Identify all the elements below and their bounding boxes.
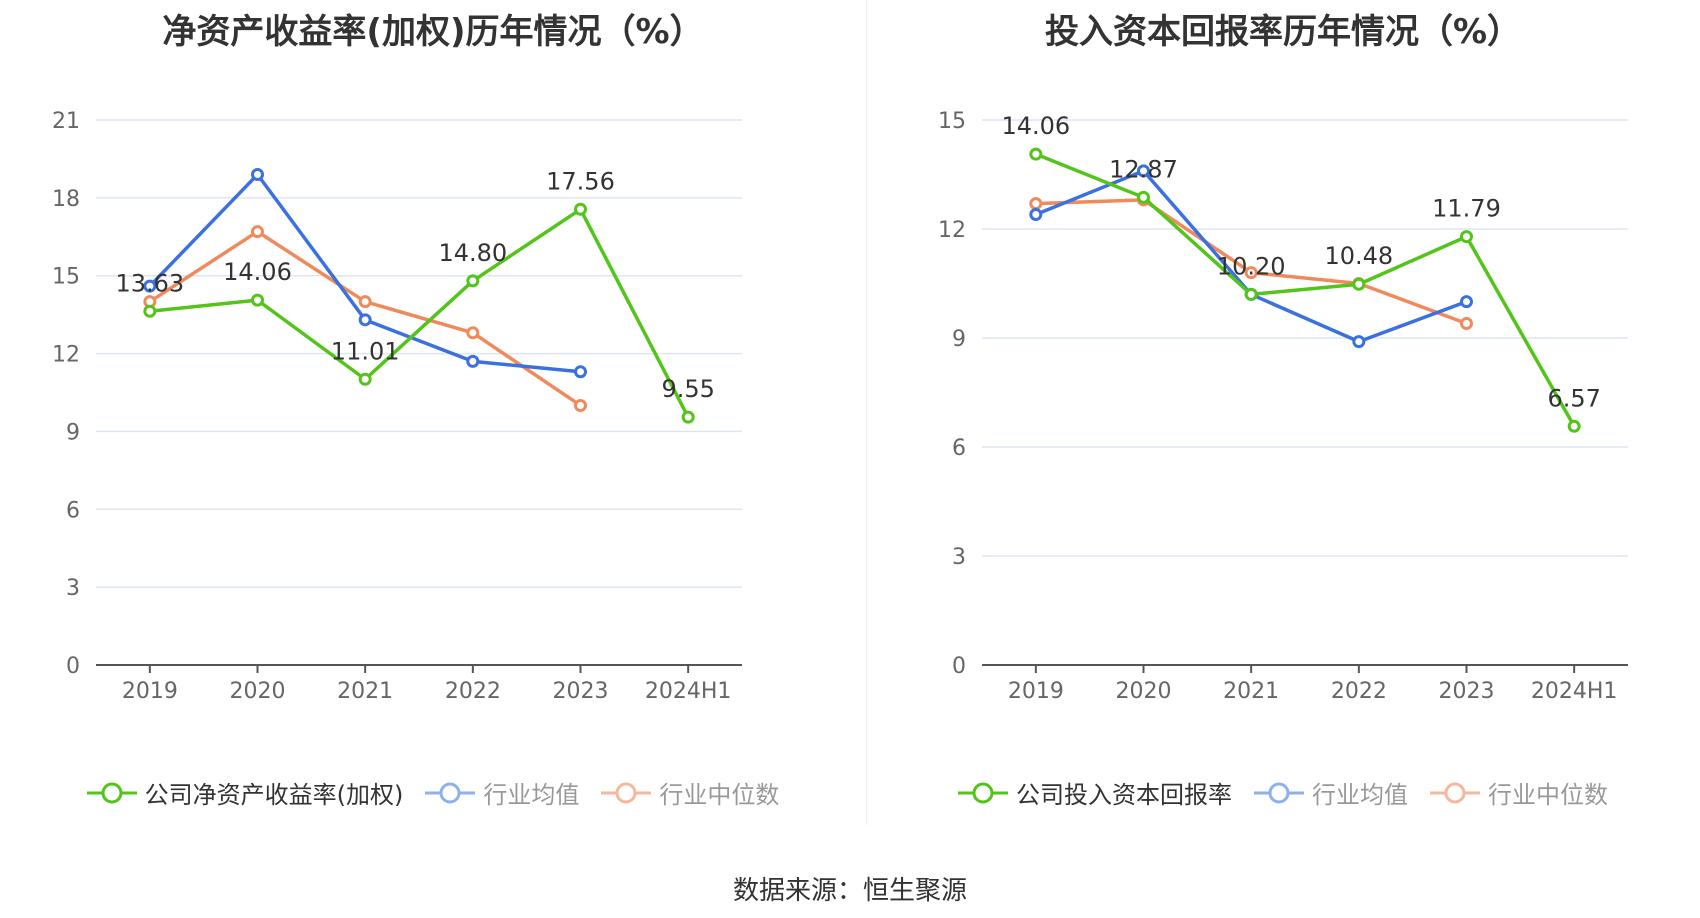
data-point[interactable] [251,225,264,239]
data-point[interactable] [574,365,587,379]
data-point[interactable] [1460,295,1473,309]
data-point[interactable] [251,168,264,181]
legend-item-company[interactable]: 公司净资产收益率(加权) [86,775,404,810]
data-point[interactable] [358,372,372,386]
x-tick-label: 2020 [230,679,286,704]
y-tick-label: 9 [952,327,966,352]
data-label: 14.06 [1001,112,1070,140]
x-tick-label: 2022 [445,679,501,704]
x-tick-label: 2023 [553,679,609,704]
data-label: 12.87 [1109,155,1178,183]
x-tick-label: 2019 [1008,679,1064,704]
data-label: 14.80 [438,239,507,267]
data-point[interactable] [1029,147,1043,161]
panel-divider [866,0,867,825]
data-point[interactable] [681,410,695,424]
x-tick-label: 2021 [337,679,393,704]
line-chart-roe: 0 3 6 9 12 15 18 21 2019 2020 2021 2022 2023 2024H1 13… [52,109,742,704]
legend-marker-green [958,782,1008,803]
data-point[interactable] [1567,419,1581,433]
data-point[interactable] [143,304,157,318]
x-tick-label: 2022 [1331,679,1387,704]
y-tick-label: 12 [52,343,80,368]
legend-marker-green [86,782,137,803]
legend-label: 行业中位数 [659,781,780,809]
chart-panel-roe: 净资产收益率(加权)历年情况（%） 0 3 6 9 12 15 18 21 2019 2020 20… [0,0,866,830]
data-point[interactable] [1352,335,1366,349]
data-point[interactable] [1137,164,1150,178]
x-tick-label: 2019 [122,679,178,704]
y-tick-label: 21 [52,109,80,134]
legend-label: 行业均值 [1312,781,1408,809]
legend-label: 公司投入资本回报率 [1016,781,1232,809]
y-tick-label: 15 [938,109,966,134]
data-label: 13.63 [115,269,184,297]
data-label: 14.06 [223,258,292,286]
y-tick-label: 12 [938,218,966,243]
data-point[interactable] [466,274,480,288]
x-tick-label: 2021 [1223,679,1279,704]
legend-marker-blue [425,782,476,803]
data-point[interactable] [251,293,264,307]
y-tick-label: 0 [66,654,80,679]
series-line [1035,152,1576,428]
data-label: 10.20 [1217,252,1286,280]
legend-item-company[interactable]: 公司投入资本回报率 [958,775,1232,810]
data-point[interactable] [358,313,372,327]
legend-item-avg[interactable]: 行业均值 [425,775,579,810]
y-tick-label: 15 [52,265,80,290]
data-label: 11.01 [331,337,400,365]
data-point[interactable] [1244,287,1258,301]
x-tick-label: 2024H1 [645,679,732,704]
y-tick-label: 6 [66,498,80,523]
legend-label: 行业中位数 [1488,781,1608,809]
data-source: 数据来源：恒生聚源 [0,870,1700,907]
data-point[interactable] [466,326,480,340]
legend: 公司净资产收益率(加权) 行业均值 行业中位数 [0,775,866,810]
data-point[interactable] [1460,230,1473,244]
data-label: 6.57 [1547,384,1600,412]
chart-title: 投入资本回报率历年情况（%） [1044,12,1522,52]
data-point[interactable] [1029,197,1043,211]
data-point[interactable] [574,398,587,412]
data-label: 9.55 [661,375,714,403]
y-tick-label: 6 [952,436,966,461]
legend-marker-blue [1254,782,1304,803]
data-point[interactable] [1137,190,1150,204]
legend-item-median[interactable]: 行业中位数 [601,775,779,810]
data-label: 17.56 [546,167,615,195]
y-tick-label: 9 [66,420,80,445]
x-tick-label: 2020 [1116,679,1172,704]
legend-marker-orange [1430,782,1480,803]
y-tick-label: 3 [952,545,966,570]
data-label: 10.48 [1324,242,1393,270]
chart-title: 净资产收益率(加权)历年情况（%） [162,12,704,52]
x-tick-label: 2023 [1439,679,1495,704]
data-point[interactable] [1460,316,1473,330]
data-point[interactable] [358,295,372,309]
legend-label: 行业均值 [483,781,580,809]
y-tick-label: 0 [952,654,966,679]
data-label: 11.79 [1432,195,1501,223]
series-line [149,207,690,418]
legend-item-median[interactable]: 行业中位数 [1430,775,1608,810]
source-label: 数据来源： [732,876,863,906]
data-point[interactable] [1244,266,1258,280]
source-name: 恒生聚源 [863,876,968,906]
data-point[interactable] [1029,207,1043,221]
legend-label: 公司净资产收益率(加权) [144,781,404,809]
line-chart-roic: 0 3 6 9 12 15 2019 2020 2021 2022 2023 2024H1 14.06 1… [938,109,1628,704]
y-tick-label: 3 [66,576,80,601]
data-point[interactable] [1352,277,1366,291]
chart-panel-roic: 投入资本回报率历年情况（%） 0 3 6 9 12 15 2019 2020 2021 2022 2… [866,0,1700,830]
x-tick-label: 2024H1 [1531,679,1618,704]
data-point[interactable] [143,279,157,293]
legend-item-avg[interactable]: 行业均值 [1254,775,1408,810]
y-tick-label: 18 [52,187,80,212]
data-point[interactable] [574,202,587,216]
data-point[interactable] [466,354,480,368]
legend: 公司投入资本回报率 行业均值 行业中位数 [866,775,1700,810]
legend-marker-orange [601,782,652,803]
